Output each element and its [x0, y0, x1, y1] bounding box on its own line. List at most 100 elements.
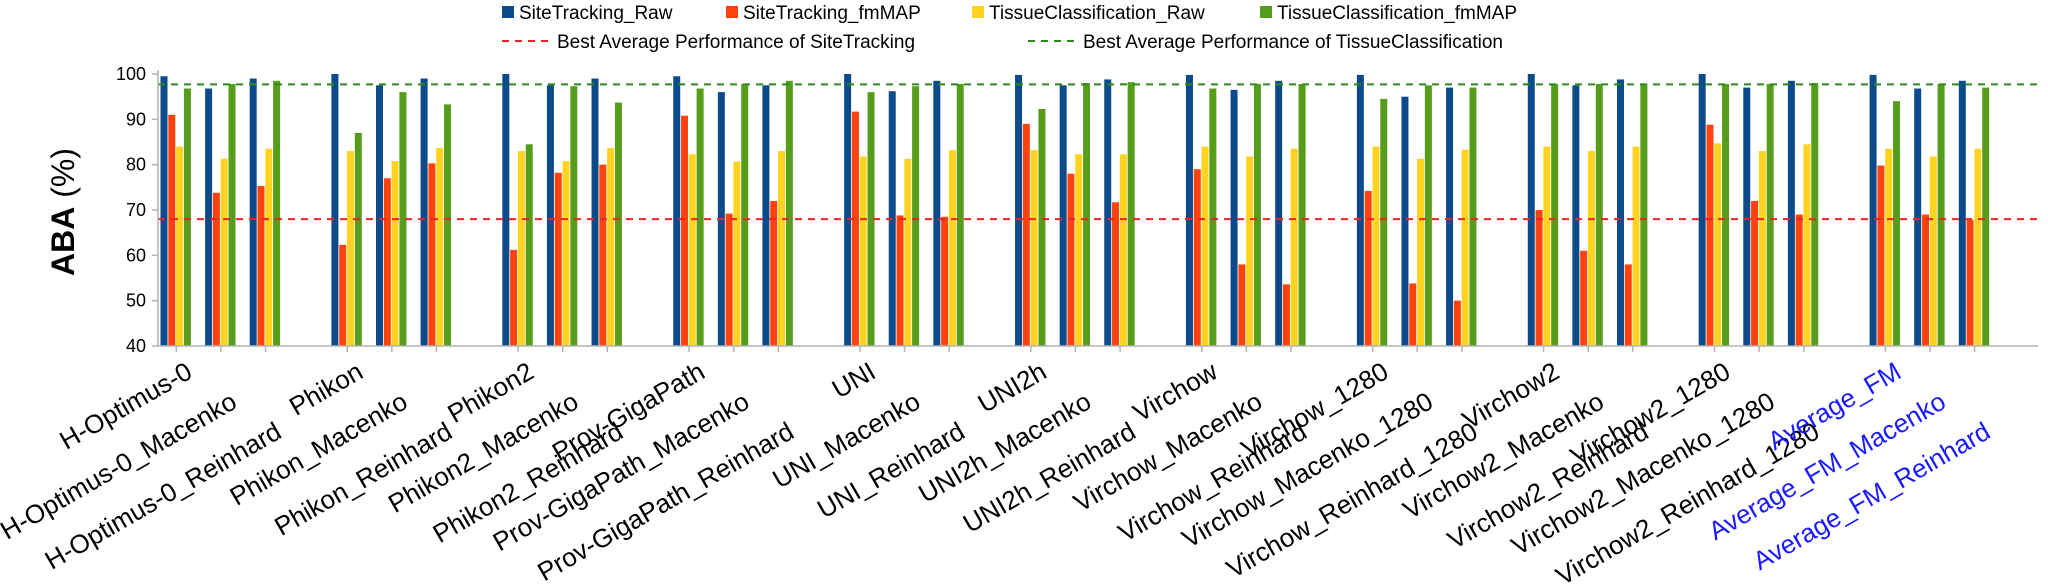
bar-TissueClassification_fmMAP-10	[741, 83, 749, 346]
bar-TissueClassification_fmMAP-3	[354, 132, 362, 346]
bar-TissueClassification_fmMAP-12	[867, 92, 875, 346]
bar-SiteTracking_Raw-2	[249, 78, 257, 346]
y-axis-label: ABA (%)	[45, 148, 81, 276]
legend-ref-label-0: Best Average Performance of SiteTracking	[557, 32, 915, 53]
bar-SiteTracking_fmMAP-2	[257, 185, 265, 346]
bar-TissueClassification_Raw-30	[1885, 148, 1893, 346]
bar-TissueClassification_fmMAP-20	[1298, 83, 1306, 346]
bar-SiteTracking_fmMAP-4	[383, 178, 391, 346]
bar-SiteTracking_Raw-32	[1958, 80, 1966, 347]
bar-TissueClassification_fmMAP-28	[1766, 83, 1774, 346]
bar-SiteTracking_Raw-18	[1185, 74, 1193, 346]
bar-TissueClassification_Raw-27	[1714, 143, 1722, 346]
bar-SiteTracking_fmMAP-10	[725, 213, 733, 346]
bar-SiteTracking_Raw-8	[591, 78, 599, 346]
y-tick-label: 90	[126, 109, 146, 129]
bar-SiteTracking_fmMAP-5	[428, 163, 436, 346]
bar-SiteTracking_Raw-15	[1015, 74, 1023, 346]
bar-SiteTracking_fmMAP-1	[212, 192, 220, 346]
y-tick-label: 70	[126, 200, 146, 220]
bar-SiteTracking_Raw-27	[1698, 74, 1706, 346]
bar-TissueClassification_Raw-9	[688, 154, 696, 346]
bar-SiteTracking_Raw-25	[1572, 85, 1580, 346]
bar-TissueClassification_fmMAP-23	[1469, 87, 1477, 346]
bar-TissueClassification_Raw-20	[1290, 148, 1298, 346]
legend-swatch-2	[972, 6, 984, 18]
bar-SiteTracking_Raw-5	[420, 78, 428, 346]
bar-SiteTracking_fmMAP-3	[339, 244, 347, 346]
bar-TissueClassification_fmMAP-14	[956, 83, 964, 346]
bar-TissueClassification_fmMAP-18	[1209, 88, 1217, 346]
bar-TissueClassification_Raw-5	[436, 147, 444, 346]
legend-swatch-0	[502, 6, 514, 18]
bar-TissueClassification_Raw-24	[1543, 146, 1551, 346]
bar-TissueClassification_Raw-6	[517, 151, 525, 346]
legend-ref-label-1: Best Average Performance of TissueClassi…	[1083, 32, 1503, 53]
bar-TissueClassification_Raw-0	[176, 146, 184, 346]
bar-TissueClassification_Raw-13	[904, 158, 912, 346]
bar-SiteTracking_fmMAP-19	[1238, 264, 1246, 346]
bar-SiteTracking_fmMAP-29	[1795, 214, 1803, 346]
bar-SiteTracking_Raw-24	[1527, 74, 1535, 346]
y-tick-label: 50	[126, 291, 146, 311]
bar-TissueClassification_Raw-32	[1974, 148, 1982, 346]
bar-TissueClassification_Raw-28	[1758, 151, 1766, 346]
bar-TissueClassification_fmMAP-17	[1127, 82, 1135, 346]
legend-label-3: TissueClassification_fmMAP	[1277, 3, 1517, 24]
bar-SiteTracking_fmMAP-6	[510, 249, 518, 346]
bar-SiteTracking_fmMAP-18	[1193, 169, 1201, 346]
bar-SiteTracking_fmMAP-23	[1453, 300, 1461, 346]
bar-SiteTracking_Raw-6	[502, 74, 510, 346]
bar-TissueClassification_Raw-14	[948, 150, 956, 346]
y-axis-label-bold: ABA	[45, 207, 81, 276]
axes	[157, 70, 2038, 352]
bar-SiteTracking_fmMAP-12	[851, 111, 859, 346]
bar-SiteTracking_fmMAP-30	[1877, 165, 1885, 346]
bar-TissueClassification_fmMAP-9	[696, 88, 704, 346]
bar-SiteTracking_Raw-21	[1356, 74, 1364, 346]
bar-TissueClassification_fmMAP-21	[1380, 98, 1388, 347]
bar-TissueClassification_Raw-12	[859, 156, 867, 346]
bar-SiteTracking_fmMAP-16	[1067, 173, 1075, 346]
bar-SiteTracking_Raw-4	[376, 85, 384, 346]
bar-SiteTracking_Raw-12	[844, 74, 852, 346]
reference-lines	[158, 83, 2038, 221]
bar-SiteTracking_fmMAP-7	[554, 172, 562, 346]
bar-TissueClassification_Raw-16	[1075, 154, 1083, 346]
bar-TissueClassification_fmMAP-4	[399, 92, 407, 346]
bar-SiteTracking_fmMAP-17	[1112, 202, 1120, 346]
bar-TissueClassification_fmMAP-16	[1083, 83, 1091, 346]
bar-TissueClassification_fmMAP-24	[1551, 83, 1559, 346]
bar-SiteTracking_Raw-17	[1104, 79, 1112, 346]
bar-TissueClassification_Raw-7	[562, 161, 570, 346]
bar-SiteTracking_Raw-19	[1230, 89, 1238, 347]
bar-TissueClassification_fmMAP-5	[444, 104, 452, 347]
bar-SiteTracking_Raw-11	[762, 85, 770, 346]
bars	[160, 74, 1990, 347]
bar-SiteTracking_Raw-29	[1787, 80, 1795, 347]
bar-TissueClassification_fmMAP-1	[228, 83, 236, 346]
bar-TissueClassification_fmMAP-22	[1424, 85, 1432, 346]
bar-SiteTracking_Raw-0	[160, 76, 168, 347]
bar-SiteTracking_fmMAP-13	[896, 215, 904, 346]
y-axis: 40 50 60 70 80 90 100	[116, 64, 158, 356]
bar-TissueClassification_Raw-11	[778, 151, 786, 346]
bar-TissueClassification_fmMAP-19	[1253, 83, 1261, 346]
bar-SiteTracking_Raw-1	[205, 88, 213, 346]
bar-SiteTracking_fmMAP-14	[941, 216, 949, 346]
legend: SiteTracking_Raw SiteTracking_fmMAP Tissue…	[502, 3, 1517, 53]
bar-TissueClassification_fmMAP-26	[1640, 83, 1648, 346]
bar-SiteTracking_fmMAP-15	[1022, 123, 1030, 347]
bar-TissueClassification_fmMAP-6	[525, 144, 533, 346]
bar-SiteTracking_Raw-16	[1059, 85, 1067, 346]
bar-SiteTracking_Raw-14	[933, 80, 941, 347]
bar-TissueClassification_Raw-26	[1632, 146, 1640, 346]
bar-TissueClassification_Raw-17	[1119, 154, 1127, 346]
bar-TissueClassification_fmMAP-25	[1595, 83, 1603, 346]
bar-SiteTracking_fmMAP-9	[681, 115, 689, 347]
bar-TissueClassification_fmMAP-29	[1811, 83, 1819, 346]
bar-SiteTracking_fmMAP-25	[1580, 250, 1588, 346]
bar-SiteTracking_fmMAP-21	[1364, 190, 1372, 346]
bar-TissueClassification_fmMAP-30	[1892, 101, 1900, 346]
bar-SiteTracking_fmMAP-22	[1409, 283, 1417, 346]
